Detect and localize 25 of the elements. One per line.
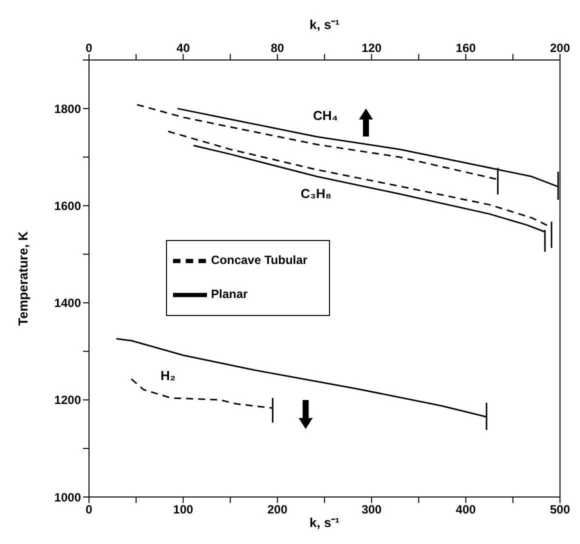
x2-tick-label: 0 — [86, 41, 93, 55]
x-tick-label: 0 — [86, 502, 93, 517]
y-tick-label: 1800 — [54, 102, 82, 116]
x-tick-label: 300 — [362, 502, 382, 517]
y-axis-title: Temperature, K — [16, 230, 31, 326]
y-tick-label: 1000 — [54, 490, 82, 504]
x-tick-label: 500 — [550, 502, 570, 517]
x2-tick-label: 80 — [270, 41, 284, 55]
y-tick-label: 1600 — [54, 198, 82, 213]
x2-tick-label: 120 — [362, 41, 382, 55]
x2-tick-label: 200 — [550, 41, 570, 55]
x2-axis-title: k, s⁻¹ — [309, 17, 340, 32]
x-tick-label: 400 — [456, 502, 476, 517]
y-tick-label: 1200 — [54, 393, 82, 408]
x-tick-label: 100 — [173, 502, 194, 517]
legend-label: Concave Tubular — [211, 253, 308, 268]
x-tick-label: 200 — [267, 502, 288, 517]
legend-label: Planar — [211, 287, 248, 302]
annotation: H₂ — [160, 368, 176, 384]
y-tick-label: 1400 — [54, 296, 82, 310]
x2-tick-label: 160 — [456, 41, 476, 55]
x2-tick-label: 40 — [176, 41, 190, 55]
annotation: CH₄ — [312, 108, 338, 123]
annotation: C₃H₈ — [300, 186, 332, 201]
x-axis-title: k, s⁻¹ — [309, 515, 340, 530]
